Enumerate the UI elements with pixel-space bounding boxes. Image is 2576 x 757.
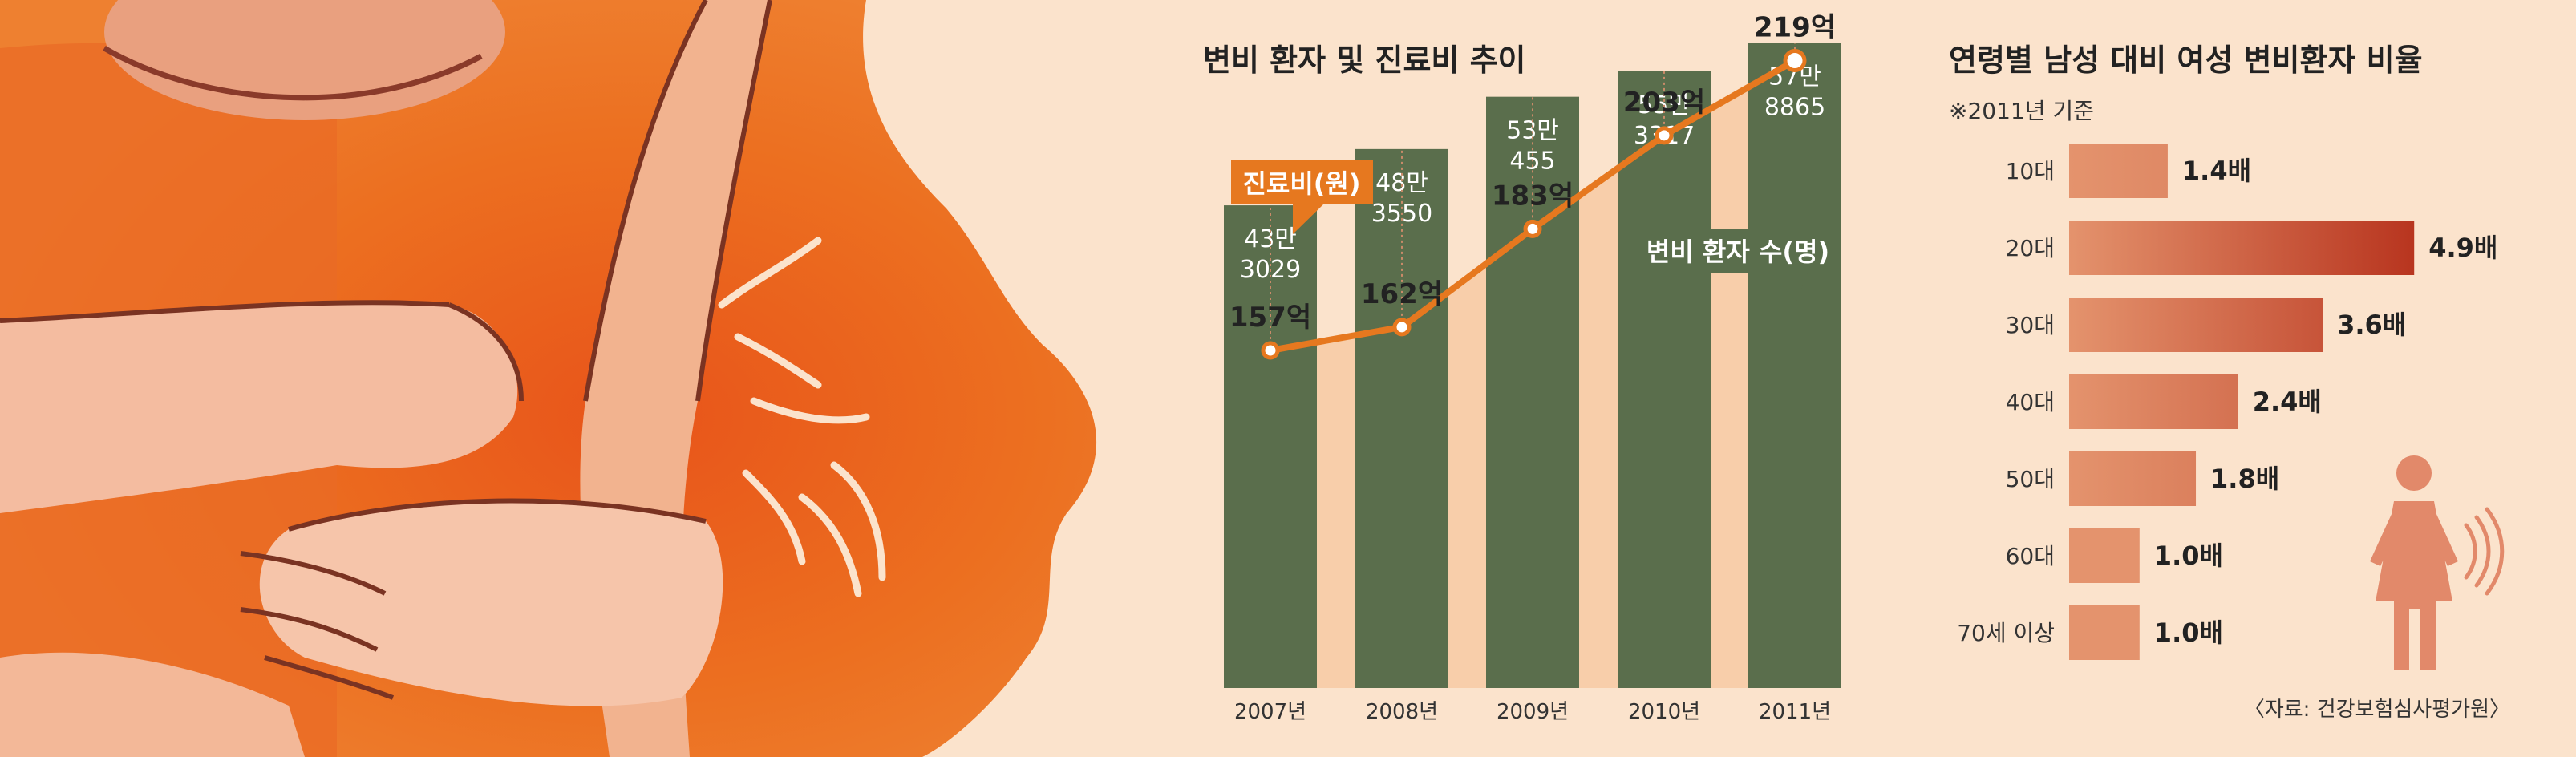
age-label: 70세 이상 [1957, 620, 2055, 646]
ratio-value-label: 1.0배 [2154, 617, 2223, 648]
patient-bar [1224, 205, 1317, 688]
age-label: 20대 [2006, 235, 2055, 261]
patient-bars: 43만302948만355053만45555만331757만8865 [1224, 43, 1841, 689]
woman-figure-icon [2370, 455, 2505, 670]
patient-bar-label-line2: 8865 [1764, 93, 1825, 121]
ratio-value-label: 1.0배 [2154, 540, 2223, 571]
legend-patient-callout: 변비 환자 수(명) [1636, 229, 1841, 302]
cost-point [1523, 219, 1542, 238]
ratio-bars: 10대 1.4배 20대 4.9배 30대 3.6배 40대 2.4배 50대 1.8배 60대 1.… [1957, 144, 2497, 660]
cost-value-label: 203억 [1623, 87, 1705, 119]
legend-cost-callout: 진료비(원) [1231, 160, 1373, 234]
age-label: 50대 [2006, 466, 2055, 492]
ratio-value-label: 1.8배 [2210, 464, 2279, 494]
age-label: 10대 [2006, 158, 2055, 184]
age-label: 60대 [2006, 543, 2055, 569]
x-axis-ticks: 2007년 2008년 2009년 2010년 2011년 [1234, 700, 1831, 724]
cost-point [1392, 318, 1412, 337]
ratio-bar [2069, 528, 2140, 583]
cost-point [1261, 341, 1280, 360]
chart1-title: 변비 환자 및 진료비 추이 [1203, 43, 1526, 78]
ratio-bar [2069, 221, 2415, 275]
x-tick-label: 2008년 [1366, 700, 1438, 724]
age-label: 40대 [2006, 389, 2055, 415]
x-tick-label: 2009년 [1497, 700, 1569, 724]
source-note: 〈자료: 건강보험심사평가원〉 [2244, 698, 2510, 722]
ratio-value-label: 4.9배 [2428, 233, 2497, 263]
guide-lines [1270, 43, 1796, 350]
patient-bar [1618, 71, 1711, 689]
cost-value-label: 157억 [1229, 302, 1311, 334]
patient-bar [1355, 148, 1448, 689]
ratio-bar [2069, 605, 2140, 660]
cost-value-label: 162억 [1361, 278, 1443, 310]
ratio-value-label: 2.4배 [2253, 387, 2322, 417]
ratio-bar [2069, 144, 2168, 198]
ratio-value-label: 1.4배 [2182, 156, 2251, 186]
ratio-bar [2069, 374, 2238, 429]
x-tick-label: 2010년 [1628, 700, 1700, 724]
cost-point [1655, 126, 1674, 145]
ratio-bar [2069, 298, 2323, 352]
chart2-subtitle: ※2011년 기준 [1949, 98, 2094, 124]
patient-bar [1748, 43, 1841, 689]
legend-cost-label: 진료비(원) [1242, 168, 1360, 199]
cost-value-label: 219억 [1754, 12, 1836, 44]
abdominal-pain-illustration [0, 0, 1097, 757]
cost-line: 157억 162억 183억 203억 219억 [1229, 12, 1836, 360]
cost-value-label: 183억 [1492, 180, 1574, 212]
x-tick-label: 2011년 [1759, 700, 1831, 724]
ratio-bar [2069, 451, 2197, 506]
age-label: 30대 [2006, 312, 2055, 338]
x-tick-label: 2007년 [1234, 700, 1306, 724]
cost-point [1783, 49, 1807, 73]
legend-patient-label: 변비 환자 수(명) [1646, 237, 1829, 267]
chart2-title: 연령별 남성 대비 여성 변비환자 비율 [1949, 43, 2423, 78]
ratio-value-label: 3.6배 [2337, 310, 2406, 340]
patient-bar [1486, 96, 1579, 689]
